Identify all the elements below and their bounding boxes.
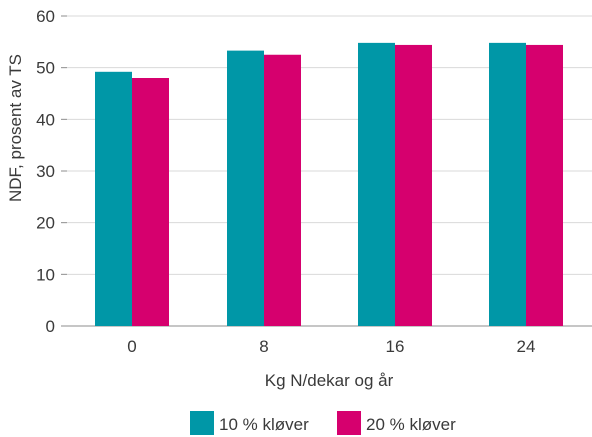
tick-labels: 0 10 20 30 40 50 60 0 8 16 24 — [36, 7, 535, 356]
y-tick-label-40: 40 — [36, 110, 55, 129]
y-axis-label: NDF, prosent av TS — [6, 54, 25, 202]
bar-2-24 — [526, 44, 563, 326]
bars — [95, 42, 563, 326]
y-tick-label-30: 30 — [36, 162, 55, 181]
bar-2-16 — [395, 44, 432, 326]
bar-2-0 — [132, 78, 169, 326]
bar-1-24 — [489, 42, 526, 326]
x-tick-label-8: 8 — [259, 337, 268, 356]
y-tick-label-20: 20 — [36, 214, 55, 233]
x-tick-label-24: 24 — [517, 337, 536, 356]
legend-label-2: 20 % kløver — [366, 415, 456, 434]
legend: 10 % kløver 20 % kløver — [190, 411, 456, 435]
x-tick-label-0: 0 — [127, 337, 136, 356]
y-tick-label-10: 10 — [36, 265, 55, 284]
x-tick-label-16: 16 — [386, 337, 405, 356]
legend-swatch-1 — [190, 411, 214, 435]
y-tick-label-60: 60 — [36, 7, 55, 26]
legend-label-1: 10 % kløver — [219, 415, 309, 434]
y-tick-label-0: 0 — [46, 317, 55, 336]
bar-2-8 — [264, 54, 301, 326]
y-tick-label-50: 50 — [36, 59, 55, 78]
x-axis-label: Kg N/dekar og år — [265, 371, 394, 390]
bar-1-8 — [227, 50, 264, 326]
bar-1-16 — [358, 42, 395, 326]
legend-swatch-2 — [337, 411, 361, 435]
bar-1-0 — [95, 71, 132, 326]
